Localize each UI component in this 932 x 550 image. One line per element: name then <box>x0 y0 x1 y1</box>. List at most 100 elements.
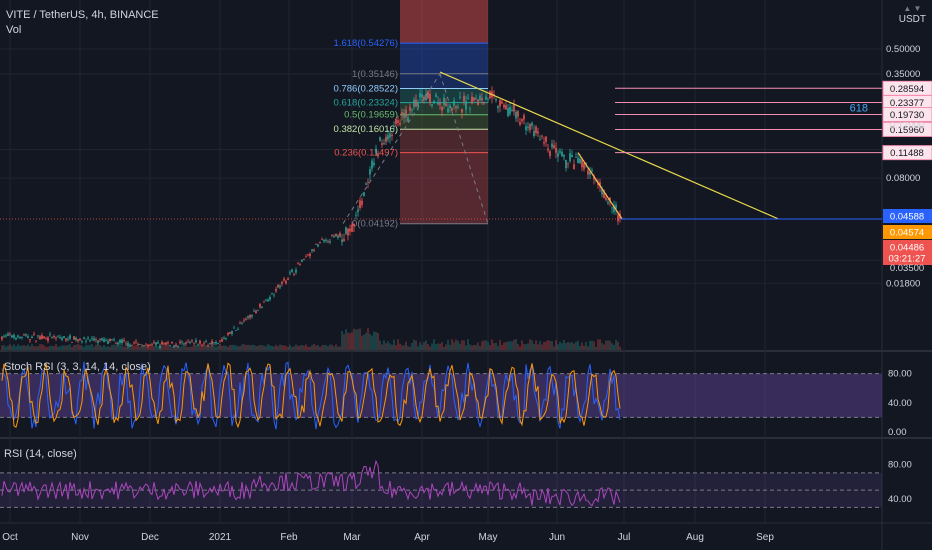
candle-body <box>11 335 13 338</box>
candle-body <box>297 263 299 265</box>
candle-body <box>3 335 5 337</box>
candle-body <box>475 98 477 100</box>
candle-body <box>493 94 495 95</box>
candle-body <box>401 112 403 116</box>
candle-body <box>225 337 227 339</box>
volume-bar <box>593 341 595 350</box>
price-badge-label: 0.04588 <box>890 212 924 223</box>
candle-body <box>53 336 55 337</box>
volume-bar <box>601 342 603 350</box>
price-tick-label: 0.03500 <box>890 263 924 274</box>
candle-body <box>355 214 357 216</box>
volume-bar <box>59 346 61 350</box>
candle-body <box>39 336 41 340</box>
volume-bar <box>55 344 57 350</box>
candle-body <box>247 316 249 318</box>
volume-bar <box>329 344 331 350</box>
candle-body <box>599 182 601 187</box>
candle-body <box>249 315 251 318</box>
volume-bar <box>545 341 547 350</box>
volume-bar <box>549 340 551 350</box>
candle-body <box>373 162 375 166</box>
candle-body <box>465 101 467 110</box>
volume-bar <box>483 340 485 350</box>
candle-body <box>31 336 33 339</box>
candle-body <box>193 342 195 344</box>
volume-bar <box>293 346 295 350</box>
candle-body <box>235 330 237 332</box>
volume-bar <box>559 341 561 350</box>
candle-body <box>537 131 539 134</box>
candle-body <box>319 241 321 244</box>
currency-unit-label[interactable]: ▲ ▼ USDT <box>898 4 926 25</box>
volume-bar <box>521 340 523 350</box>
fib-zone <box>400 73 488 89</box>
candle-body <box>49 334 51 335</box>
rsi-tick-label: 80.00 <box>888 459 912 470</box>
volume-bar <box>65 345 67 350</box>
symbol-title[interactable]: VITE / TetherUS, 4h, BINANCE <box>6 9 159 21</box>
volume-bar <box>125 346 127 350</box>
candle-body <box>141 345 143 347</box>
volume-bar <box>201 345 203 350</box>
stoch-rsi-label[interactable]: Stoch RSI (3, 3, 14, 14, close) <box>4 361 151 373</box>
volume-bar <box>93 346 95 350</box>
x-tick-label: Mar <box>343 532 361 543</box>
candle-body <box>227 333 229 335</box>
volume-bar <box>399 343 401 350</box>
candle-body <box>37 335 39 337</box>
candle-body <box>59 336 61 338</box>
volume-bar <box>69 344 71 350</box>
rsi-label[interactable]: RSI (14, close) <box>4 448 77 460</box>
candle-body <box>299 264 301 265</box>
candle-body <box>387 135 389 140</box>
volume-bar <box>3 345 5 350</box>
volume-bar <box>267 344 269 350</box>
candle-body <box>55 337 57 339</box>
volume-bar <box>391 344 393 350</box>
volume-bar <box>193 345 195 350</box>
candle-body <box>155 342 157 345</box>
candle-body <box>339 233 341 237</box>
candle-body <box>385 136 387 142</box>
volume-bar <box>501 344 503 350</box>
candle-body <box>587 170 589 175</box>
candle-body <box>15 338 17 340</box>
candle-body <box>129 344 131 347</box>
candle-body <box>45 338 47 340</box>
stoch-tick-label: 40.00 <box>888 398 912 409</box>
volume-bar <box>407 345 409 350</box>
volume-bar <box>579 345 581 350</box>
candle-body <box>571 155 573 158</box>
volume-bar <box>251 344 253 350</box>
candle-body <box>331 235 333 236</box>
candle-body <box>569 153 571 162</box>
candle-body <box>359 200 361 208</box>
fib-box-top <box>400 0 488 44</box>
fib-zone <box>400 129 488 153</box>
volume-bar <box>419 342 421 350</box>
candle-body <box>447 108 449 113</box>
candle-body <box>593 176 595 180</box>
candle-body <box>183 343 185 345</box>
volume-bar <box>395 345 397 350</box>
fib-level-label: 0.786(0.28522) <box>334 83 398 94</box>
volume-bar <box>257 345 259 350</box>
volume-bar <box>449 344 451 350</box>
candle-body <box>317 244 319 247</box>
volume-bar <box>111 344 113 350</box>
candle-body <box>157 342 159 344</box>
volume-bar <box>9 344 11 350</box>
volume-bar <box>561 343 563 350</box>
candle-body <box>535 126 537 133</box>
volume-bar <box>489 345 491 350</box>
horizontal-level-badge <box>882 106 932 122</box>
candle-body <box>461 108 463 113</box>
volume-bar <box>271 346 273 350</box>
volume-bar <box>61 345 63 350</box>
volume-bar <box>611 343 613 350</box>
candle-body <box>241 322 243 324</box>
volume-bar <box>81 345 83 350</box>
volume-bar <box>595 346 597 350</box>
